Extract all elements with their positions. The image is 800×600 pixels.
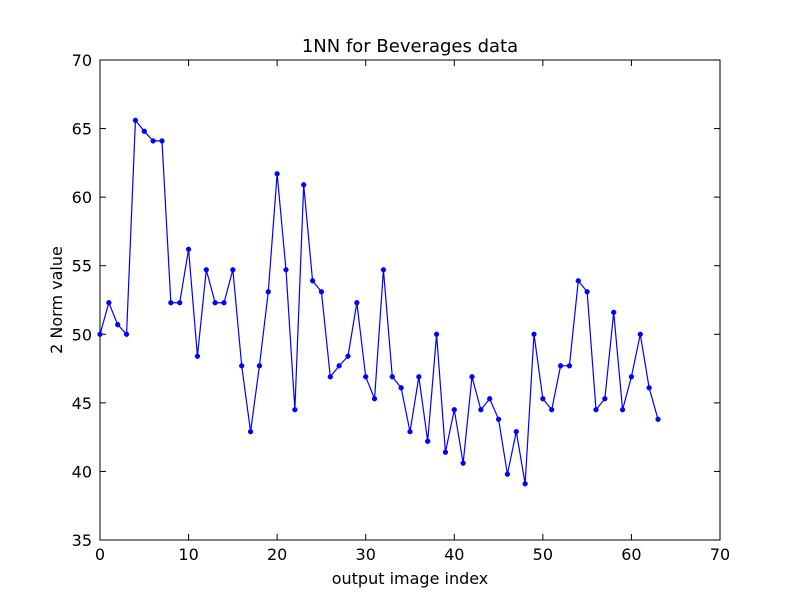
data-point bbox=[584, 289, 590, 295]
data-point bbox=[487, 396, 493, 402]
y-axis-label: 2 Norm value bbox=[47, 246, 66, 354]
data-point bbox=[407, 429, 413, 435]
data-point bbox=[106, 300, 112, 306]
y-tick-label: 40 bbox=[72, 462, 92, 481]
x-tick-label: 70 bbox=[710, 545, 730, 564]
series-line bbox=[99, 118, 659, 484]
data-point bbox=[451, 407, 457, 413]
data-point bbox=[256, 363, 263, 369]
data-point bbox=[212, 300, 218, 306]
data-point bbox=[141, 128, 147, 134]
data-point bbox=[265, 289, 271, 295]
data-point bbox=[97, 331, 103, 337]
x-tick-label: 30 bbox=[356, 545, 376, 564]
data-point bbox=[363, 374, 369, 380]
data-point bbox=[540, 396, 546, 402]
x-tick-label: 40 bbox=[444, 545, 464, 564]
data-point bbox=[354, 300, 360, 306]
data-point bbox=[194, 353, 201, 359]
data-point bbox=[416, 374, 422, 380]
data-point bbox=[327, 374, 333, 380]
data-point bbox=[336, 363, 342, 369]
data-point bbox=[504, 471, 511, 477]
data-point bbox=[168, 300, 174, 306]
y-tick-label: 45 bbox=[72, 394, 92, 413]
data-point bbox=[425, 438, 431, 444]
x-tick-label: 20 bbox=[267, 545, 287, 564]
data-point bbox=[628, 374, 635, 380]
data-point bbox=[283, 267, 289, 273]
data-point bbox=[150, 138, 156, 144]
data-point bbox=[460, 460, 466, 466]
data-point bbox=[159, 138, 165, 144]
y-tick-label: 65 bbox=[72, 120, 92, 139]
data-point bbox=[513, 429, 519, 435]
data-point bbox=[611, 309, 617, 315]
data-point bbox=[318, 289, 325, 295]
data-point bbox=[132, 117, 139, 123]
data-point bbox=[531, 331, 537, 337]
data-point bbox=[380, 267, 387, 273]
y-tick-label: 60 bbox=[72, 188, 92, 207]
data-point bbox=[602, 396, 608, 402]
y-tick-label: 35 bbox=[72, 531, 92, 550]
data-point bbox=[593, 407, 599, 413]
data-point bbox=[398, 385, 404, 391]
plot-frame bbox=[99, 59, 721, 541]
x-tick-label: 50 bbox=[533, 545, 553, 564]
data-point bbox=[274, 171, 280, 177]
data-point bbox=[309, 278, 316, 284]
data-point bbox=[230, 267, 236, 273]
data-point bbox=[522, 481, 528, 487]
data-point bbox=[619, 407, 626, 413]
data-point bbox=[469, 374, 475, 380]
y-tick-label: 70 bbox=[72, 51, 92, 70]
data-point bbox=[433, 331, 440, 337]
data-point bbox=[549, 407, 555, 413]
data-point bbox=[247, 429, 254, 435]
chart-title: 1NN for Beverages data bbox=[302, 36, 518, 57]
x-tick-label: 10 bbox=[178, 545, 198, 564]
data-point bbox=[123, 331, 130, 337]
data-point bbox=[345, 353, 351, 359]
data-point bbox=[177, 300, 183, 306]
data-point bbox=[575, 278, 581, 284]
x-tick-label: 0 bbox=[95, 545, 105, 564]
data-point bbox=[495, 416, 502, 422]
data-point bbox=[637, 331, 643, 337]
data-point bbox=[115, 322, 121, 328]
x-tick-label: 60 bbox=[621, 545, 641, 564]
y-tick-label: 55 bbox=[72, 257, 92, 276]
data-point bbox=[557, 363, 564, 369]
data-point bbox=[389, 374, 395, 380]
data-point bbox=[646, 385, 652, 391]
data-point bbox=[478, 407, 484, 413]
data-point bbox=[221, 300, 227, 306]
data-point bbox=[566, 363, 573, 369]
data-point bbox=[442, 449, 449, 455]
x-axis-label: output image index bbox=[332, 569, 489, 588]
data-point bbox=[239, 363, 245, 369]
data-point bbox=[203, 267, 209, 273]
data-point bbox=[301, 182, 307, 188]
y-tick-label: 50 bbox=[72, 325, 92, 344]
data-point bbox=[292, 407, 298, 413]
data-point bbox=[655, 416, 661, 422]
data-point bbox=[185, 246, 192, 252]
data-point bbox=[371, 396, 378, 402]
